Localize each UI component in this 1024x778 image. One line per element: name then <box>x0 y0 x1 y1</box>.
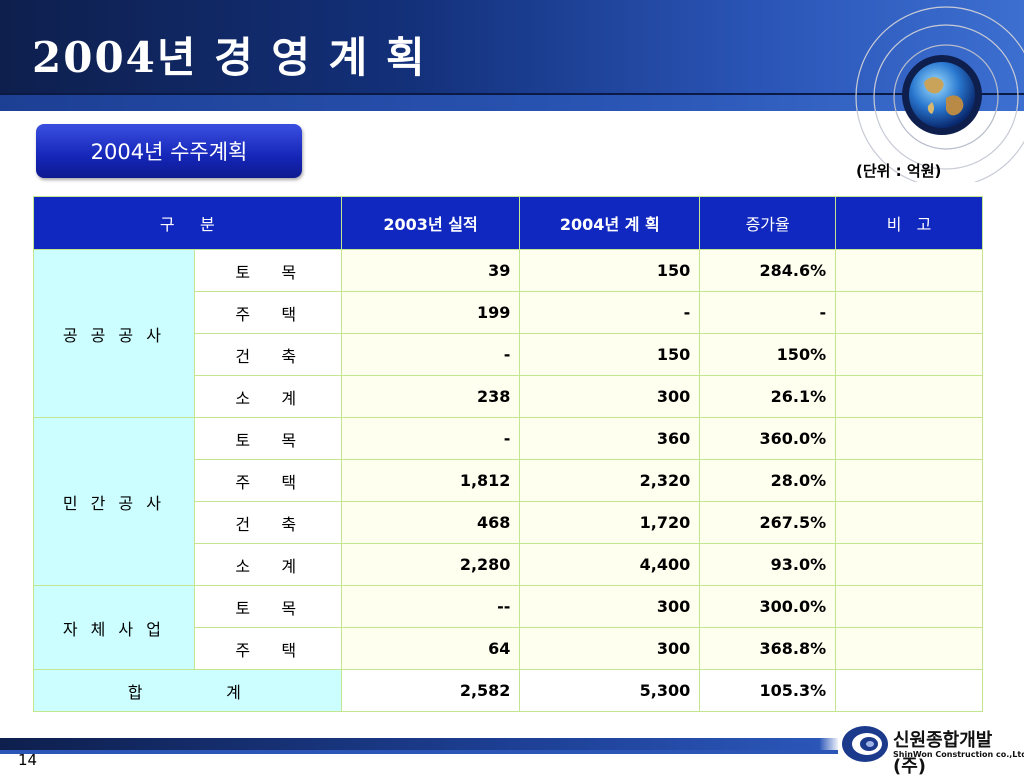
table-row: 자 체 사 업 토 목 -- 300 300.0% <box>33 585 983 670</box>
value-2003: -- <box>340 585 521 628</box>
row-label: 토 목 <box>193 249 342 292</box>
value-2004: 1,720 <box>519 501 701 544</box>
value-2003: 39 <box>340 249 521 292</box>
company-logo: 신원종합개발(주) ShinWon Construction co.,Ltd. <box>838 722 1024 777</box>
value-rate: 93.0% <box>699 543 837 586</box>
value-2003: - <box>340 417 521 460</box>
value-rate: 300.0% <box>699 585 837 628</box>
value-2004: - <box>519 291 701 334</box>
value-note <box>835 627 983 670</box>
value-2003: 64 <box>340 627 521 670</box>
value-note <box>835 291 983 334</box>
table-total-row: 합 계 2,582 5,300 105.3% <box>33 669 983 712</box>
value-2004: 2,320 <box>519 459 701 502</box>
table-row: 소 계 2,280 4,400 93.0% <box>34 543 983 586</box>
group-label: 공 공 공 사 <box>33 249 195 418</box>
globe-icon <box>855 6 1024 182</box>
table-row: 건 축 468 1,720 267.5% <box>34 501 983 544</box>
total-note <box>835 669 983 712</box>
section-badge: 2004년 수주계획 <box>36 124 302 178</box>
value-rate: 284.6% <box>699 249 837 292</box>
row-label: 주 택 <box>193 291 342 334</box>
value-2004: 150 <box>519 333 701 376</box>
value-rate: 150% <box>699 333 837 376</box>
header-2004: 2004년 계 획 <box>519 196 701 250</box>
value-note <box>835 417 983 460</box>
header-rate: 증가율 <box>699 196 837 250</box>
value-note <box>835 459 983 502</box>
value-rate: 26.1% <box>699 375 837 418</box>
group-label: 자 체 사 업 <box>33 585 195 670</box>
table-row: 주 택 1,812 2,320 28.0% <box>34 459 983 502</box>
header-note: 비 고 <box>835 196 983 250</box>
footer-bar <box>0 738 1024 750</box>
row-label: 토 목 <box>193 417 342 460</box>
header-divider <box>0 93 1024 96</box>
order-plan-table: 구 분 2003년 실적 2004년 계 획 증가율 비 고 공 공 공 사 토… <box>33 196 983 712</box>
value-note <box>835 585 983 628</box>
row-label: 주 택 <box>193 627 342 670</box>
row-label: 소 계 <box>193 543 342 586</box>
value-2003: - <box>340 333 521 376</box>
value-2003: 2,280 <box>340 543 521 586</box>
header-category: 구 분 <box>33 196 342 250</box>
total-rate: 105.3% <box>699 669 837 712</box>
page-number: 14 <box>18 751 38 769</box>
header-bar <box>0 0 1024 95</box>
page-title: 2004년 경 영 계 획 <box>32 33 427 82</box>
group-label: 민 간 공 사 <box>33 417 195 586</box>
value-rate: 28.0% <box>699 459 837 502</box>
table-row: 공 공 공 사 토 목 39 150 284.6% <box>33 249 983 418</box>
value-note <box>835 501 983 544</box>
total-2004: 5,300 <box>519 669 701 712</box>
value-2004: 300 <box>519 585 701 628</box>
value-2003: 199 <box>340 291 521 334</box>
value-2004: 360 <box>519 417 701 460</box>
value-rate: 368.8% <box>699 627 837 670</box>
value-rate: 267.5% <box>699 501 837 544</box>
table-row: 민 간 공 사 토 목 - 360 360.0% <box>33 417 983 586</box>
value-note <box>835 375 983 418</box>
row-label: 건 축 <box>193 333 342 376</box>
unit-note: (단위 : 억원) <box>856 162 942 180</box>
value-2003: 1,812 <box>340 459 521 502</box>
row-label: 주 택 <box>193 459 342 502</box>
value-note <box>835 543 983 586</box>
value-2003: 238 <box>340 375 521 418</box>
row-label: 소 계 <box>193 375 342 418</box>
header-stripe <box>0 95 1024 111</box>
value-2004: 4,400 <box>519 543 701 586</box>
value-2003: 468 <box>340 501 521 544</box>
table-header-row: 구 분 2003년 실적 2004년 계 획 증가율 비 고 <box>33 196 983 250</box>
row-label: 건 축 <box>193 501 342 544</box>
value-rate: - <box>699 291 837 334</box>
value-note <box>835 249 983 292</box>
value-2004: 300 <box>519 627 701 670</box>
footer-stripe <box>0 750 840 754</box>
header-2003: 2003년 실적 <box>340 196 521 250</box>
company-subtitle: ShinWon Construction co.,Ltd. <box>893 750 1024 759</box>
table-row: 주 택 199 - - <box>34 291 983 334</box>
value-rate: 360.0% <box>699 417 837 460</box>
row-label: 토 목 <box>193 585 342 628</box>
value-note <box>835 333 983 376</box>
value-2004: 300 <box>519 375 701 418</box>
company-logo-icon <box>842 726 888 762</box>
value-2004: 150 <box>519 249 701 292</box>
total-2003: 2,582 <box>340 669 521 712</box>
total-label: 합 계 <box>33 669 342 712</box>
